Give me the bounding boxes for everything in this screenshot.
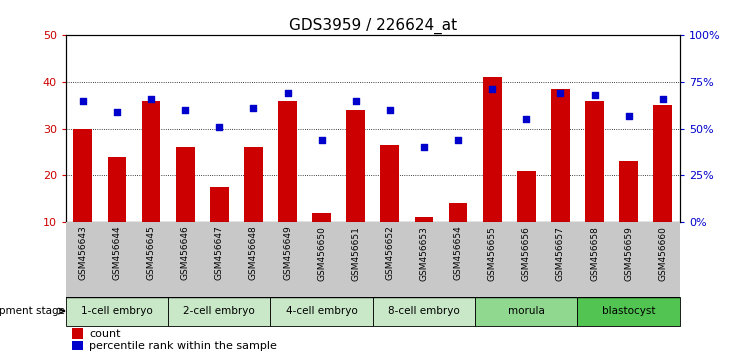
Point [145,96,157,102]
Bar [73,129,92,222]
Bar [414,217,433,222]
Text: GSM456654: GSM456654 [454,226,463,280]
Text: 1-cell embryo: 1-cell embryo [81,306,153,316]
Point [418,144,430,150]
Text: GSM456659: GSM456659 [624,226,633,281]
Text: development stage: development stage [0,306,65,316]
Bar [244,147,262,222]
Point [623,113,635,119]
Point [588,92,600,98]
Text: 2-cell embryo: 2-cell embryo [183,306,255,316]
Title: GDS3959 / 226624_at: GDS3959 / 226624_at [289,18,457,34]
Point [248,105,260,111]
Text: GSM456657: GSM456657 [556,226,565,281]
Bar [346,110,366,222]
Point [77,98,88,103]
Bar [66,297,168,326]
Bar [175,147,194,222]
Point [213,124,225,130]
Text: GSM456648: GSM456648 [249,226,258,280]
Point [281,90,293,96]
Point [555,90,567,96]
Bar [586,101,604,222]
Bar [551,89,570,222]
Bar [168,297,270,326]
Bar [72,328,83,339]
Point [452,137,464,143]
Text: GSM456656: GSM456656 [522,226,531,281]
Point [350,98,362,103]
Text: count: count [89,329,121,338]
Bar [449,203,468,222]
Text: blastocyst: blastocyst [602,306,656,316]
Text: GSM456651: GSM456651 [352,226,360,281]
Point [486,87,498,92]
Text: GSM456660: GSM456660 [659,226,667,281]
Bar [373,297,475,326]
Bar [380,145,399,222]
Text: GSM456643: GSM456643 [78,226,87,280]
Bar [577,297,680,326]
Bar [210,187,229,222]
Bar [142,101,161,222]
Bar [107,157,126,222]
Bar [517,171,536,222]
Bar [619,161,638,222]
Text: morula: morula [508,306,545,316]
Text: GSM456658: GSM456658 [590,226,599,281]
Text: GSM456646: GSM456646 [181,226,189,280]
Bar [278,101,297,222]
Text: GSM456650: GSM456650 [317,226,326,281]
Text: GSM456644: GSM456644 [113,226,121,280]
Point [657,96,669,102]
Point [111,109,123,115]
Bar [312,213,331,222]
Text: GSM456653: GSM456653 [420,226,428,281]
Text: 8-cell embryo: 8-cell embryo [388,306,460,316]
Point [384,107,395,113]
Bar [483,78,501,222]
Point [179,107,191,113]
Point [520,116,532,122]
Text: GSM456649: GSM456649 [283,226,292,280]
Bar [654,105,673,222]
Bar [475,297,577,326]
Point [316,137,327,143]
Text: 4-cell embryo: 4-cell embryo [286,306,357,316]
Text: GSM456652: GSM456652 [385,226,394,280]
Text: GSM456647: GSM456647 [215,226,224,280]
Text: GSM456655: GSM456655 [488,226,496,281]
Bar [270,297,373,326]
Text: percentile rank within the sample: percentile rank within the sample [89,341,277,351]
Text: GSM456645: GSM456645 [147,226,156,280]
Bar [72,341,83,350]
